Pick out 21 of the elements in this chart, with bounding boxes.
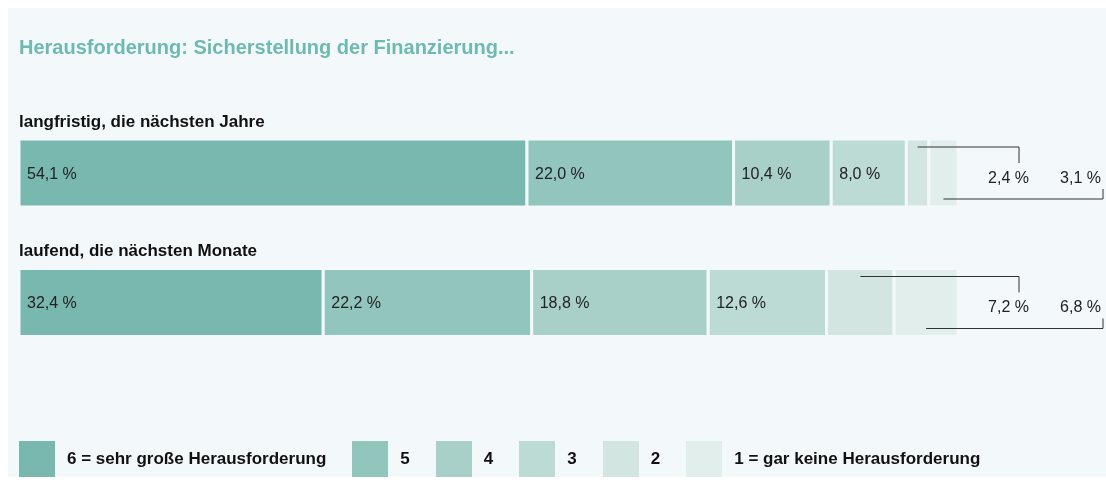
- data-label: 10,4 %: [741, 164, 792, 182]
- legend-label: 6 = sehr große Herausforderung: [67, 449, 327, 469]
- data-label: 3,1 %: [1060, 168, 1101, 186]
- data-label: 22,0 %: [535, 164, 585, 182]
- legend-label: 3: [567, 449, 577, 469]
- legend-label: 4: [483, 449, 494, 469]
- data-label: 8,0 %: [839, 164, 881, 182]
- data-label: 18,8 %: [539, 294, 590, 311]
- data-label: 7,2 %: [988, 298, 1029, 315]
- data-label: 12,6 %: [716, 294, 767, 311]
- data-label: 2,4 %: [988, 168, 1029, 186]
- data-label: 6,8 %: [1060, 298, 1101, 315]
- legend-label: 2: [650, 449, 661, 469]
- y-tick-label: langfristig, die nächsten Jahre: [19, 111, 265, 132]
- data-label: 54,1 %: [27, 164, 77, 182]
- data-label: 22,2 %: [331, 294, 382, 311]
- y-tick-label: laufend, die nächsten Monate: [19, 241, 258, 262]
- legend-label: 1 = gar keine Herausforderung: [734, 449, 981, 469]
- data-label: 32,4 %: [27, 294, 77, 311]
- chart-title: Herausforderung: Sicherstellung der Finanzierung...: [19, 36, 515, 59]
- legend-label: 5: [400, 449, 410, 469]
